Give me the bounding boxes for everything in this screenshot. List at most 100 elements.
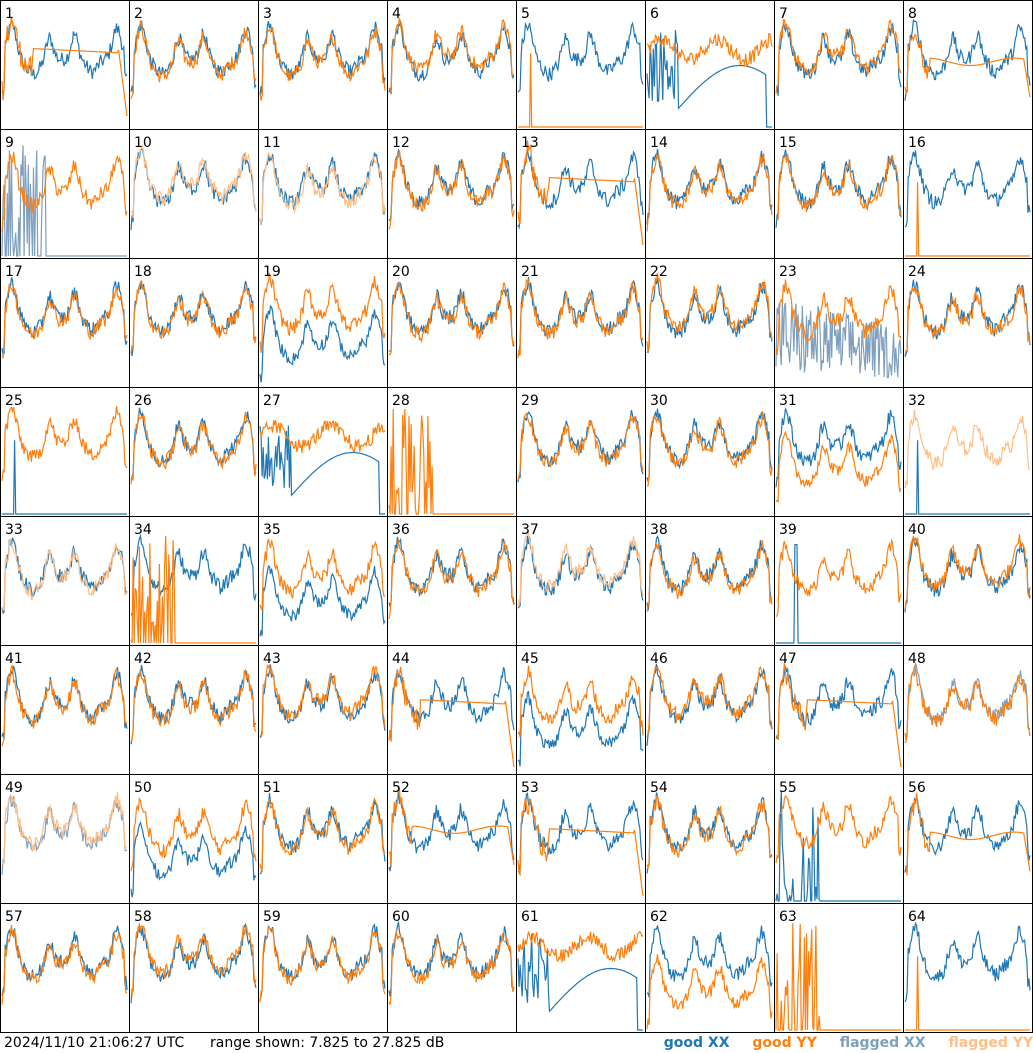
panel-14: 14	[645, 129, 775, 259]
panel-15: 15	[774, 129, 904, 259]
panel-label: 10	[134, 135, 152, 151]
panel-label: 23	[779, 264, 797, 280]
panel-label: 56	[908, 780, 926, 796]
panel-label: 60	[392, 909, 410, 925]
panel-label: 7	[779, 6, 788, 22]
series-yy-line	[517, 665, 644, 738]
series-yy-line	[775, 538, 902, 618]
footer: 2024/11/10 21:06:27 UTC range shown: 7.8…	[0, 1033, 1033, 1053]
series-yy-line	[518, 53, 643, 128]
panel-label: 50	[134, 780, 152, 796]
panel-48: 48	[903, 645, 1033, 775]
panel-43: 43	[258, 645, 388, 775]
panel-49: 49	[0, 774, 130, 904]
series-yy-line	[646, 665, 773, 738]
series-yy-line	[517, 531, 644, 607]
panel-13: 13	[516, 129, 646, 259]
series-yy-line	[646, 32, 773, 68]
panel-45: 45	[516, 645, 646, 775]
series-yy-line	[259, 538, 386, 612]
panel-19: 19	[258, 258, 388, 388]
panel-56: 56	[903, 774, 1033, 904]
series-xx-line	[1, 277, 128, 358]
series-xx-line	[517, 690, 644, 767]
series-xx-line	[646, 663, 773, 746]
panel-7: 7	[774, 0, 904, 130]
series-yy-line	[388, 666, 515, 768]
series-yy-line	[517, 140, 644, 245]
series-yy-line	[388, 785, 515, 868]
panel-44: 44	[387, 645, 517, 775]
series-yy-line	[259, 797, 386, 873]
series-yy-line	[1, 283, 128, 360]
panel-39: 39	[774, 516, 904, 646]
panel-62: 62	[645, 903, 775, 1033]
series-xx-line	[259, 565, 386, 637]
panel-label: 27	[263, 393, 281, 409]
series-yy-line	[388, 281, 515, 356]
panel-52: 52	[387, 774, 517, 904]
panel-label: 54	[650, 780, 668, 796]
panel-32: 32	[903, 387, 1033, 517]
panel-41: 41	[0, 645, 130, 775]
panel-42: 42	[129, 645, 259, 775]
series-yy-line	[130, 668, 257, 742]
panel-26: 26	[129, 387, 259, 517]
panel-label: 11	[263, 135, 281, 151]
panel-label: 37	[521, 522, 539, 538]
series-yy-line	[130, 923, 257, 997]
panel-35: 35	[258, 516, 388, 646]
series-yy-line	[775, 279, 902, 356]
panel-55: 55	[774, 774, 904, 904]
series-yy-line	[517, 278, 644, 358]
panel-label: 13	[521, 135, 539, 151]
panel-label: 26	[134, 393, 152, 409]
panel-label: 2	[134, 6, 143, 22]
series-xx-line	[775, 22, 902, 96]
panel-label: 34	[134, 522, 152, 538]
series-xx-line	[646, 925, 773, 998]
series-xx-line	[775, 149, 902, 228]
series-xx-line	[130, 148, 257, 230]
series-yy-line	[259, 419, 386, 454]
series-xx-line	[904, 18, 1031, 101]
panel-37: 37	[516, 516, 646, 646]
legend: good XX good YY flagged XX flagged YY	[646, 1035, 1033, 1051]
panel-31: 31	[774, 387, 904, 517]
series-xx-line	[905, 440, 1030, 515]
panel-28: 28	[387, 387, 517, 517]
panel-25: 25	[0, 387, 130, 517]
panel-label: 49	[5, 780, 23, 796]
series-yy-line	[905, 182, 1030, 257]
series-xx-line	[646, 29, 772, 128]
panel-label: 12	[392, 135, 410, 151]
panel-label: 14	[650, 135, 668, 151]
series-xx-line	[2, 440, 127, 515]
panel-label: 64	[908, 909, 926, 925]
panel-label: 18	[134, 264, 152, 280]
panel-label: 61	[521, 909, 539, 925]
series-yy-line	[646, 539, 773, 612]
panel-label: 36	[392, 522, 410, 538]
panel-label: 30	[650, 393, 668, 409]
panel-frame	[774, 0, 904, 130]
series-yy-line	[130, 144, 257, 218]
legend-good-yy: good YY	[752, 1035, 817, 1051]
series-yy-line	[646, 954, 773, 1030]
series-yy-line	[1, 406, 128, 481]
series-yy-line	[388, 150, 515, 230]
panel-18: 18	[129, 258, 259, 388]
series-yy-line	[1, 17, 128, 116]
series-xx-line	[904, 536, 1031, 613]
series-xx-line	[517, 933, 643, 1031]
panel-24: 24	[903, 258, 1033, 388]
panel-17: 17	[0, 258, 130, 388]
panel-11: 11	[258, 129, 388, 259]
series-xx-line	[130, 821, 257, 898]
panel-22: 22	[645, 258, 775, 388]
series-yy-line	[904, 33, 1031, 98]
series-yy-line	[1, 151, 128, 232]
series-yy-line	[904, 534, 1031, 610]
panel-frame	[0, 0, 130, 130]
series-yy-line	[517, 797, 644, 897]
